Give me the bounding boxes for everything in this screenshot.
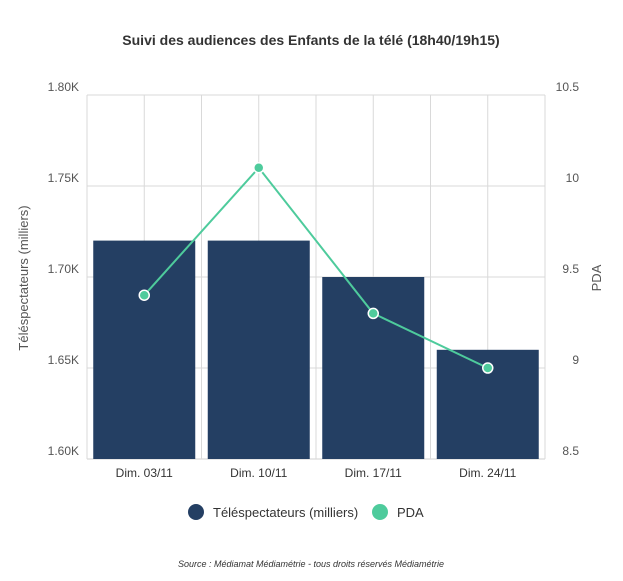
pda-line	[143, 166, 489, 369]
bar	[207, 240, 310, 459]
source-note: Source : Médiamat Médiamétrie - tous dro…	[178, 559, 444, 569]
right-axis-ticks: 8.5 9 9.5 10 10.5	[556, 80, 580, 458]
pda-point	[253, 162, 265, 174]
y-tick-label: 1.75K	[48, 171, 79, 185]
x-tick-label: Dim. 03/11	[116, 466, 173, 480]
bar	[322, 277, 425, 459]
legend-marker-pda	[372, 504, 388, 520]
y-tick-label: 1.65K	[48, 353, 79, 367]
legend-marker-viewers	[188, 504, 204, 520]
y-right-tick-label: 8.5	[562, 444, 579, 458]
y-axis-right-title: PDA	[589, 264, 604, 291]
bar-series	[93, 240, 539, 459]
pda-point	[482, 362, 494, 374]
line-series	[138, 162, 494, 374]
x-tick-label: Dim. 24/11	[459, 466, 516, 480]
y-axis-title: Téléspectateurs (milliers)	[16, 205, 31, 350]
bar	[93, 240, 196, 459]
legend-label-viewers: Téléspectateurs (milliers)	[213, 505, 358, 520]
y-right-tick-label: 10	[566, 171, 580, 185]
y-right-tick-label: 9	[572, 353, 579, 367]
y-tick-label: 1.70K	[48, 262, 79, 276]
legend: Téléspectateurs (milliers) PDA	[188, 504, 424, 520]
y-right-tick-label: 9.5	[562, 262, 579, 276]
pda-point	[367, 307, 379, 320]
chart-title: Suivi des audiences des Enfants de la té…	[122, 32, 499, 48]
y-right-tick-label: 10.5	[556, 80, 580, 94]
x-tick-label: Dim. 17/11	[345, 466, 402, 480]
y-tick-label: 1.80K	[48, 80, 79, 94]
legend-label-pda: PDA	[397, 505, 424, 520]
y-tick-label: 1.60K	[48, 444, 79, 458]
pda-point	[138, 289, 150, 301]
x-tick-label: Dim. 10/11	[230, 466, 287, 480]
x-axis-ticks: Dim. 03/11 Dim. 10/11 Dim. 17/11 Dim. 24/11	[116, 466, 517, 480]
left-axis-ticks: 1.60K 1.65K 1.70K 1.75K 1.80K	[48, 80, 79, 458]
